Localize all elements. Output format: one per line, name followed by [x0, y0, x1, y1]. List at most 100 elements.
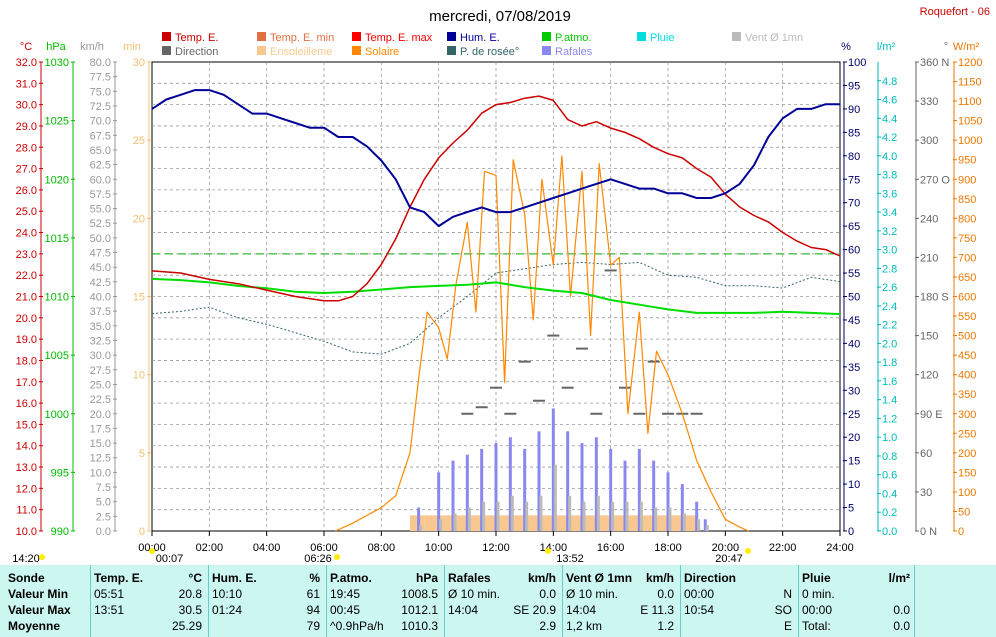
stats-header-unit: hPa — [415, 571, 438, 585]
time-marker-label: 00:07 — [153, 553, 184, 565]
rain-tick-label: 2.4 — [882, 301, 897, 313]
stats-header: Temp. E. — [94, 571, 144, 585]
wind-tick-label: 40.0 — [90, 292, 111, 304]
sunshine-bar — [453, 515, 468, 531]
rain-tick-label: 2.8 — [882, 263, 897, 275]
stats-header: Pluie — [802, 571, 831, 585]
solar-tick-label: 850 — [958, 194, 976, 206]
wind-axis-unit: km/h — [80, 41, 104, 53]
dir-tick-label: 210 — [920, 252, 938, 264]
stats-cell-value: N — [783, 587, 792, 601]
hum-axis-unit: % — [841, 41, 851, 53]
sun-marker — [149, 548, 155, 554]
stats-cell-time: 0 min. — [802, 587, 835, 601]
sunshine-bar — [481, 515, 496, 531]
rain-tick-label: 1.2 — [882, 413, 897, 425]
wind-tick-label: 72.5 — [90, 101, 111, 113]
stats-cell-time: ^0.9hPa/h — [330, 619, 384, 633]
wind-tick-label: 52.5 — [90, 218, 111, 230]
hum-tick-label: 20 — [848, 432, 860, 444]
series-layer — [151, 89, 841, 532]
stats-cell-value: 94 — [306, 603, 320, 617]
dir-tick-label: 30 — [920, 487, 932, 499]
time-tick-label: 12:00 — [482, 542, 510, 554]
min-tick-label: 25 — [133, 135, 145, 147]
time-tick-label: 04:00 — [253, 542, 281, 554]
wind-tick-label: 70.0 — [90, 116, 111, 128]
stats-cell-time: 00:00 — [684, 587, 715, 601]
time-marker-label: 13:52 — [556, 553, 584, 565]
hum-tick-label: 85 — [848, 127, 860, 139]
series-p-de-ros-e — [151, 261, 841, 355]
sunshine-bar — [610, 515, 625, 531]
stats-cell-value: 20.8 — [178, 587, 202, 601]
pressure-tick-label: 1000 — [45, 409, 69, 421]
temp-tick-label: 22.0 — [16, 270, 37, 282]
min-tick-label: 20 — [133, 213, 145, 225]
stats-cell-value: SE 20.9 — [513, 603, 556, 617]
solar-tick-label: 400 — [958, 370, 976, 382]
pressure-tick-label: 995 — [51, 467, 69, 479]
rain-tick-label: 4.2 — [882, 132, 897, 144]
time-marker-label: 06:26 — [304, 553, 332, 565]
legend: Temp. E. Temp. E. min Temp. E. max Hum. E. P… — [162, 32, 803, 58]
wind-tick-label: 47.5 — [90, 248, 111, 260]
solar-tick-label: 750 — [958, 233, 976, 245]
axes: °C 10.0 11.0 12.0 13.0 14.0 15.0 16.0 17.0 18.0 19… — [16, 41, 983, 538]
weather-chart: mercredi, 07/08/2019 Roquefort - 06 Temp… — [12, 6, 990, 565]
rain-tick-label: 1.8 — [882, 357, 897, 369]
solar-tick-label: 100 — [958, 487, 976, 499]
sun-marker — [334, 554, 340, 560]
rain-tick-label: 2.2 — [882, 320, 897, 332]
min-tick-label: 30 — [133, 57, 145, 69]
station-name: Roquefort - 06 — [920, 6, 990, 18]
stats-cell-time: 10:54 — [684, 603, 715, 617]
stats-header: Vent Ø 1mn — [566, 571, 633, 585]
time-tick-label: 22:00 — [769, 542, 797, 554]
stats-cell-time: 13:51 — [94, 603, 125, 617]
stats-header-unit: % — [309, 571, 320, 585]
temp-tick-label: 25.0 — [16, 206, 37, 218]
temp-tick-label: 13.0 — [16, 462, 37, 474]
solar-tick-label: 900 — [958, 174, 976, 186]
hum-tick-label: 60 — [848, 245, 860, 257]
hum-tick-label: 15 — [848, 456, 860, 468]
stats-cell-value: 0.0 — [893, 619, 910, 633]
rain-tick-label: 2.0 — [882, 338, 897, 350]
sunshine-bar — [682, 515, 697, 531]
hum-tick-label: 50 — [848, 292, 860, 304]
legend-swatch — [257, 46, 266, 55]
sunshine-bar — [467, 515, 482, 531]
wind-tick-label: 5.0 — [96, 497, 111, 509]
sunshine-bar — [639, 515, 654, 531]
time-marker-label: 14:20 — [12, 553, 40, 565]
series-p-atmo — [151, 277, 841, 316]
legend-label: P. de rosée° — [460, 46, 519, 58]
wind-tick-label: 27.5 — [90, 365, 111, 377]
dir-tick-label: 0 N — [920, 526, 937, 538]
pressure-tick-label: 1030 — [45, 57, 69, 69]
stats-header: Hum. E. — [212, 571, 257, 585]
dir-tick-label: 330 — [920, 96, 938, 108]
legend-swatch — [162, 46, 171, 55]
wind-tick-label: 50.0 — [90, 233, 111, 245]
stats-cell-value: 0.0 — [893, 603, 910, 617]
solar-tick-label: 150 — [958, 467, 976, 479]
sunshine-bar — [539, 515, 554, 531]
rain-tick-label: 3.4 — [882, 207, 897, 219]
solar-tick-label: 1200 — [958, 57, 982, 69]
solar-tick-label: 450 — [958, 350, 976, 362]
stats-header-unit: l/m² — [888, 571, 910, 585]
sunshine-bar — [653, 515, 668, 531]
hum-tick-label: 95 — [848, 80, 860, 92]
min-tick-label: 10 — [133, 370, 145, 382]
dir-tick-label: 90 E — [920, 409, 943, 421]
stats-header: P.atmo. — [330, 571, 372, 585]
wind-tick-label: 32.5 — [90, 335, 111, 347]
stats-cell-value: 1012.1 — [401, 603, 438, 617]
hum-tick-label: 80 — [848, 151, 860, 163]
pressure-tick-label: 1020 — [45, 174, 69, 186]
rain-tick-label: 0.6 — [882, 470, 897, 482]
rain-tick-label: 3.8 — [882, 170, 897, 182]
stats-cell-time: 14:04 — [448, 603, 479, 617]
